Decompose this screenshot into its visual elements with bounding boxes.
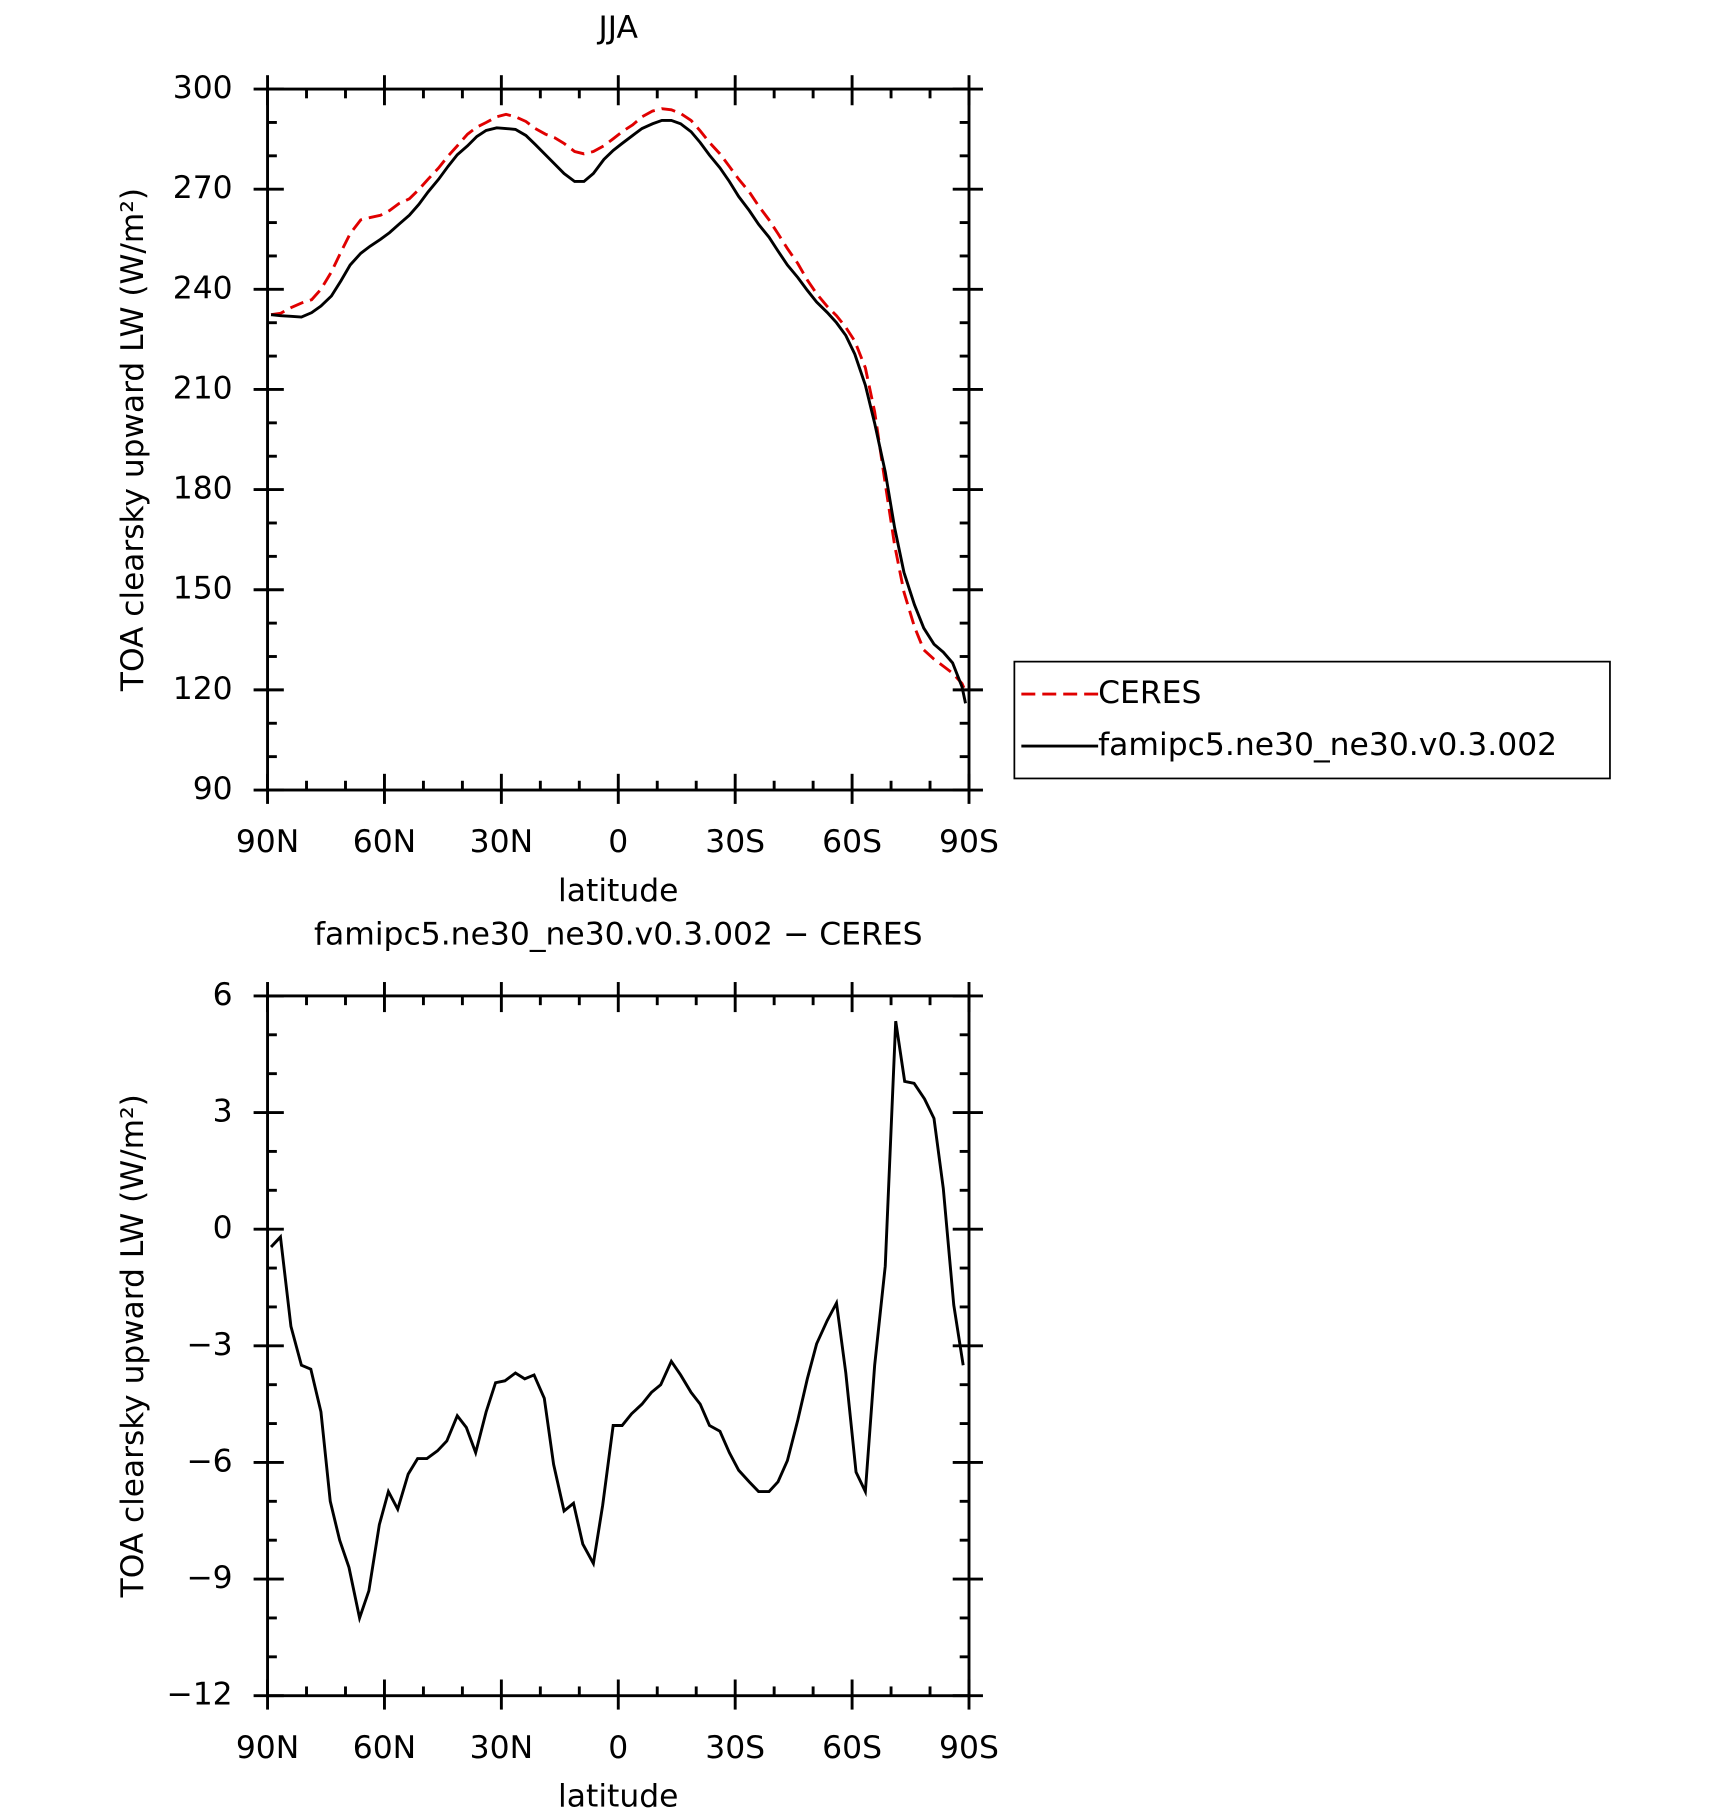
x-tick-label: 90S [939, 824, 999, 860]
y-tick-label: −6 [186, 1443, 232, 1479]
x-tick-label: 60S [822, 824, 882, 860]
y-tick-label: −12 [166, 1677, 232, 1713]
x-tick-label: 30N [470, 1730, 533, 1766]
y-axis-label: TOA clearsky upward LW (W/m²) [115, 1094, 151, 1598]
y-tick-label: 6 [213, 977, 233, 1013]
plot-frame [266, 994, 971, 1698]
y-tick-label: 150 [173, 571, 233, 607]
x-axis-label: latitude [558, 1779, 678, 1815]
data-line [269, 1020, 965, 1624]
x-tick-label: 60N [353, 1730, 416, 1766]
y-tick-label: 0 [213, 1210, 233, 1246]
y-tick-label: 120 [173, 671, 233, 707]
x-tick-label: 90N [236, 824, 299, 860]
y-tick-label: 240 [173, 270, 233, 306]
y-tick-label: −9 [186, 1560, 232, 1596]
y-tick-label: 270 [173, 170, 233, 206]
chart-title: famipc5.ne30_ne30.v0.3.002 − CERES [314, 917, 923, 953]
x-tick-label: 90S [939, 1730, 999, 1766]
y-tick-label: 3 [213, 1094, 233, 1130]
y-tick-label: 180 [173, 471, 233, 507]
y-tick-label: 300 [173, 70, 233, 106]
x-tick-label: 30N [470, 824, 533, 860]
legend-label: CERES [1098, 675, 1201, 711]
x-axis-label: latitude [558, 873, 678, 909]
legend-box [1013, 660, 1611, 780]
data-line [270, 107, 967, 693]
legend-label: famipc5.ne30_ne30.v0.3.002 [1098, 727, 1557, 763]
data-line [270, 118, 967, 704]
chart-title: JJA [597, 10, 639, 46]
x-tick-label: 90N [236, 1730, 299, 1766]
y-tick-label: −3 [186, 1327, 232, 1363]
x-tick-label: 0 [608, 1730, 628, 1766]
y-tick-label: 90 [193, 771, 233, 807]
x-tick-label: 0 [608, 824, 628, 860]
x-tick-label: 30S [705, 1730, 765, 1766]
x-tick-label: 60N [353, 824, 416, 860]
plot-frame [266, 87, 971, 792]
x-tick-label: 60S [822, 1730, 882, 1766]
x-tick-label: 30S [705, 824, 765, 860]
y-tick-label: 210 [173, 371, 233, 407]
y-axis-label: TOA clearsky upward LW (W/m²) [115, 188, 151, 692]
